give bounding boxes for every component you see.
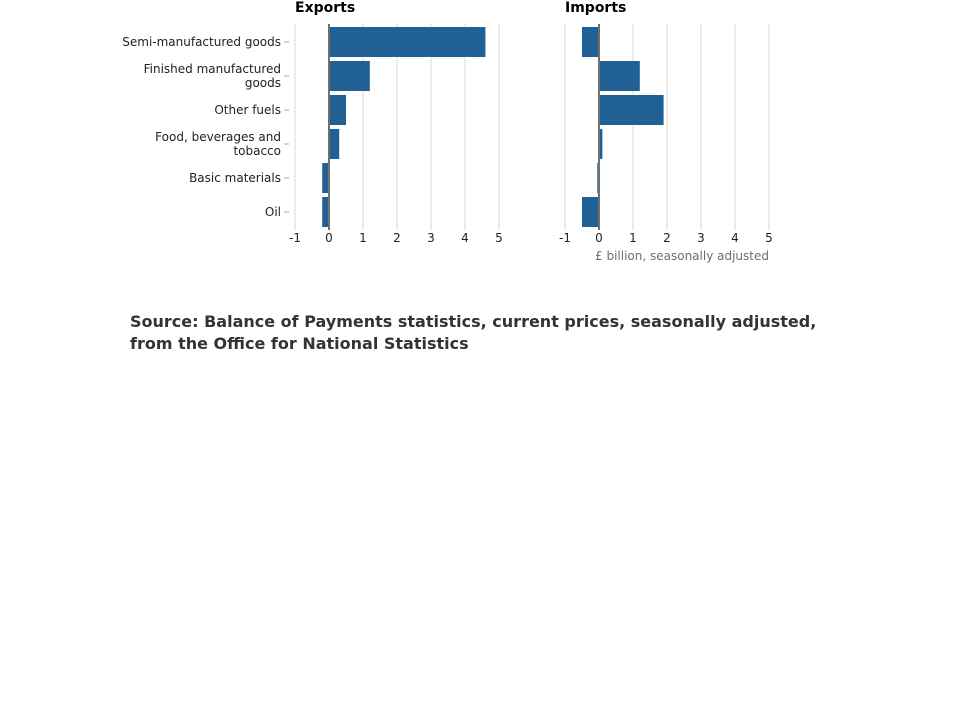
category-label: goods — [245, 76, 281, 90]
category-label: Finished manufactured — [144, 62, 281, 76]
category-label: Food, beverages and — [155, 130, 281, 144]
x-tick-label: 0 — [325, 231, 333, 245]
x-tick-label: 3 — [427, 231, 435, 245]
chart: Semi-manufactured goods Finished manufact… — [122, 0, 773, 263]
x-tick-label: 5 — [495, 231, 503, 245]
bar — [329, 61, 370, 91]
x-tick-label: 1 — [359, 231, 367, 245]
bar — [329, 27, 486, 57]
x-tick-label: 4 — [731, 231, 739, 245]
panel-title: Imports — [565, 0, 626, 16]
panel-title: Exports — [295, 0, 355, 16]
bar — [322, 163, 329, 193]
source-note: Source: Balance of Payments statistics, … — [130, 312, 817, 353]
category-label: tobacco — [233, 144, 281, 158]
x-tick-label: 2 — [393, 231, 401, 245]
bar — [599, 95, 664, 125]
x-tick-label: 3 — [697, 231, 705, 245]
x-tick-label: -1 — [559, 231, 571, 245]
x-tick-label: 0 — [595, 231, 603, 245]
category-label: Oil — [265, 205, 281, 219]
x-axis-label: £ billion, seasonally adjusted — [595, 249, 769, 263]
category-label: Basic materials — [189, 171, 281, 185]
bar — [329, 95, 346, 125]
bar — [582, 197, 599, 227]
bar — [599, 61, 640, 91]
bar — [599, 129, 603, 159]
x-tick-label: -1 — [289, 231, 301, 245]
category-label: Semi-manufactured goods — [122, 35, 281, 49]
x-tick-label: 5 — [765, 231, 773, 245]
bar — [329, 129, 340, 159]
category-label: Other fuels — [214, 103, 281, 117]
x-tick-label: 1 — [629, 231, 637, 245]
bar — [322, 197, 329, 227]
x-tick-label: 2 — [663, 231, 671, 245]
x-tick-label: 4 — [461, 231, 469, 245]
bar — [582, 27, 599, 57]
